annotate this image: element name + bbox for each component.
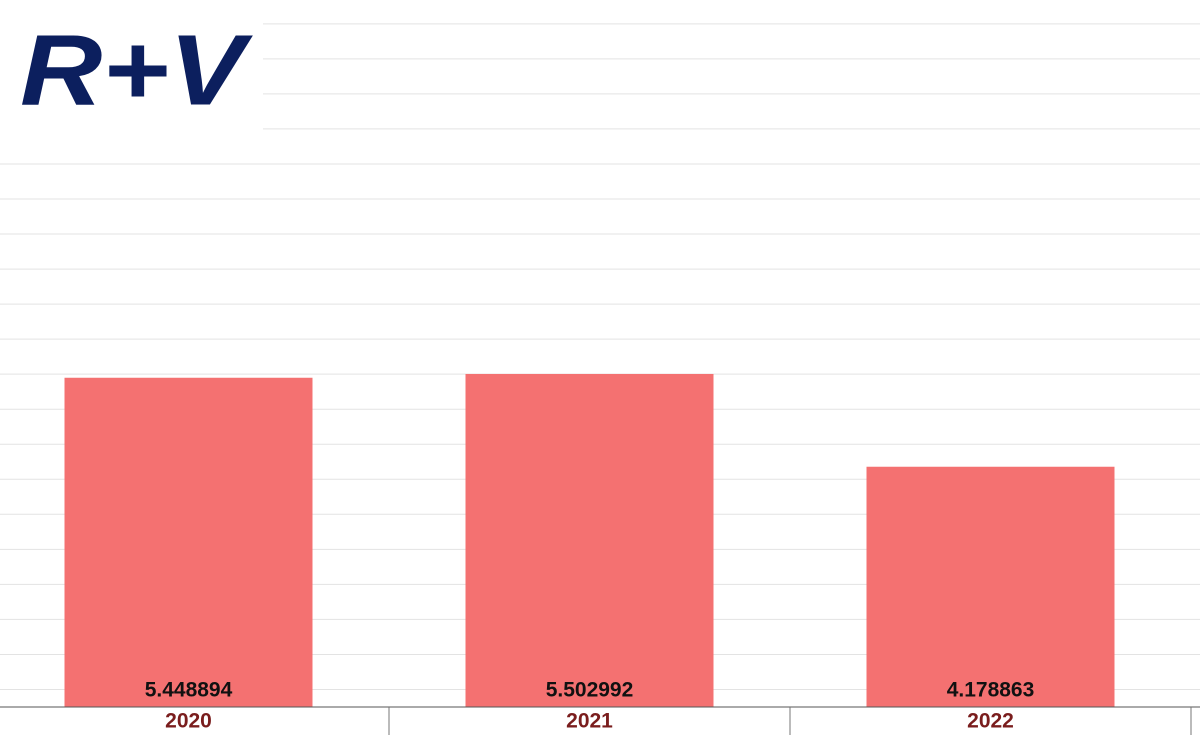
labels: 5.448894 2020 5.502992 2021 4.178863 2022 [145, 679, 1192, 735]
value-label: 5.448894 [145, 679, 233, 702]
bar [866, 466, 1115, 707]
bar [64, 377, 313, 707]
bars [64, 373, 1115, 707]
x-tick-label: 2020 [165, 710, 212, 733]
x-tick-label: 2022 [967, 710, 1014, 733]
logo: R+V [20, 14, 253, 126]
logo-background [0, 0, 263, 155]
x-tick-label: 2021 [566, 710, 613, 733]
bar [465, 373, 714, 707]
value-label: 5.502992 [546, 679, 634, 702]
value-label: 4.178863 [947, 679, 1035, 702]
